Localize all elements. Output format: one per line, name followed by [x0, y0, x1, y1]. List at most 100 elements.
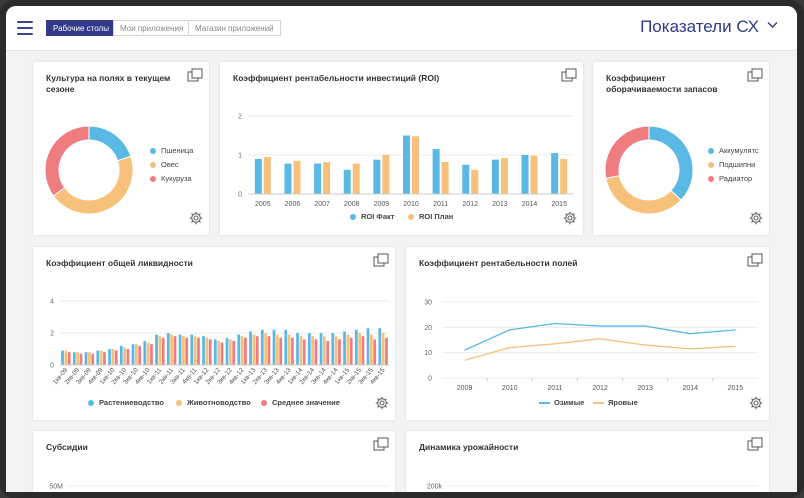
legend-label: Овес	[161, 160, 179, 169]
bar	[354, 329, 358, 365]
bar	[293, 160, 301, 194]
copy-icon[interactable]	[373, 253, 389, 272]
x-tick-label: 2009	[457, 385, 473, 392]
legend-item: Озимые	[539, 398, 584, 407]
y-tick-label: 1	[238, 153, 242, 160]
bar	[229, 339, 232, 365]
bar	[370, 334, 373, 365]
bar	[190, 334, 194, 365]
copy-icon[interactable]	[747, 437, 763, 456]
bar	[205, 337, 209, 365]
tab-my-apps[interactable]: Мои приложения	[113, 20, 191, 36]
bar	[237, 334, 241, 365]
bar	[249, 331, 252, 365]
x-tick-label: 2009	[374, 201, 390, 208]
y-tick-label: 20	[424, 325, 432, 332]
gear-icon[interactable]	[563, 211, 577, 230]
bar	[299, 336, 303, 365]
legend-swatch	[593, 402, 604, 405]
bar	[158, 336, 162, 365]
copy-icon[interactable]	[373, 437, 389, 456]
x-tick-label: 2005	[255, 201, 271, 208]
bar	[441, 162, 449, 194]
bar	[173, 336, 177, 365]
bar	[146, 342, 150, 365]
card-turnover: Коэффициент оборачиваемости запасов Акку…	[593, 62, 769, 235]
bar	[323, 336, 326, 365]
bar	[244, 337, 247, 365]
legend-swatch	[350, 214, 356, 221]
donut-slice	[605, 175, 682, 215]
x-tick-label: 2006	[285, 201, 301, 208]
bar	[240, 336, 244, 365]
gear-icon[interactable]	[749, 211, 763, 230]
gear-icon[interactable]	[749, 396, 763, 415]
bar	[119, 345, 123, 365]
legend-label: Радиатор	[719, 174, 753, 183]
bar	[260, 329, 264, 365]
hamburger-menu-icon[interactable]	[17, 21, 33, 35]
gear-icon[interactable]	[375, 396, 389, 415]
chevron-down-icon[interactable]	[767, 21, 778, 29]
bar	[131, 344, 135, 365]
bar	[462, 164, 470, 194]
donut-slice	[604, 125, 650, 179]
donut-slice	[52, 155, 134, 215]
copy-icon[interactable]	[187, 68, 203, 87]
bar	[551, 153, 559, 194]
legend-swatch	[539, 402, 550, 405]
bar	[560, 158, 568, 194]
tab-app-store[interactable]: Магазин приложений	[188, 20, 281, 36]
bar	[185, 337, 189, 365]
bar	[378, 328, 382, 365]
app-title[interactable]: Показатели СХ	[640, 17, 759, 36]
bar	[323, 162, 331, 194]
x-tick-label: 2015	[551, 201, 567, 208]
series-line	[464, 322, 736, 351]
y-tick-label: 30	[424, 300, 432, 307]
legend-item: Кукуруза	[150, 174, 192, 183]
copy-icon[interactable]	[561, 68, 577, 87]
legend-item: Аккумулятс	[708, 146, 759, 155]
y-tick-label: 50M	[49, 484, 63, 491]
bar	[264, 333, 267, 365]
bar	[352, 163, 360, 194]
card-title: Коэффициент общей ликвидности	[46, 258, 193, 268]
card-title: Коэффициент рентабельности инвестиций (R…	[233, 73, 440, 83]
tab-dashboards[interactable]: Рабочие столы	[46, 20, 116, 36]
subsidies-chart: 50M	[49, 484, 389, 491]
y-tick-label: 0	[238, 192, 242, 199]
legend-swatch	[88, 400, 94, 407]
gear-icon[interactable]	[189, 211, 203, 230]
copy-icon[interactable]	[747, 68, 763, 87]
copy-icon[interactable]	[747, 253, 763, 272]
bar	[114, 350, 118, 365]
yield-chart: 200k	[427, 484, 758, 491]
bar	[193, 336, 197, 365]
bar	[302, 339, 306, 365]
x-tick-label: 2013	[492, 201, 508, 208]
card-title: Коэффициент рентабельности полей	[419, 258, 578, 268]
liquidity-chart: 0241кв-092кв-093кв-094кв-091кв-102кв-103…	[50, 299, 389, 386]
x-tick-label: 2013	[637, 385, 653, 392]
card-roi: Коэффициент рентабельности инвестиций (R…	[220, 62, 583, 235]
bar	[500, 158, 508, 194]
donut-slice	[88, 125, 132, 162]
crops-donut	[44, 125, 134, 215]
legend-label: Аккумулятс	[719, 146, 759, 155]
turnover-donut	[604, 125, 694, 215]
legend-item: ROI Факт	[350, 212, 394, 221]
card-profit: Коэффициент рентабельности полей 0 10 20 30…	[406, 247, 769, 420]
legend-label: Пшеница	[161, 146, 194, 155]
x-tick-label: 2011	[433, 201, 448, 208]
card-title: Культура на полях в текущем сезоне	[46, 73, 171, 94]
bar	[361, 336, 365, 365]
x-tick-label: 2010	[502, 385, 518, 392]
x-tick-label: 2014	[682, 385, 698, 392]
bar	[412, 136, 419, 194]
bar	[232, 341, 236, 365]
x-tick-label: 2015	[728, 385, 744, 392]
legend-label: Кукуруза	[161, 174, 192, 183]
donut-slice	[44, 125, 90, 197]
legend-swatch	[150, 162, 156, 169]
